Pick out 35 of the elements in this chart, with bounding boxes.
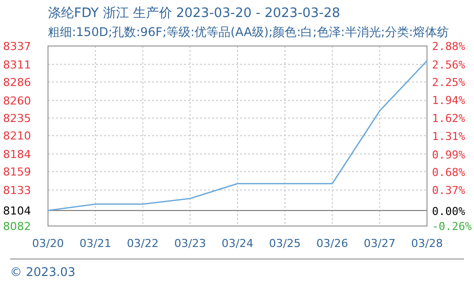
x-tick-label: 03/25 bbox=[269, 237, 301, 250]
x-tick-label: 03/20 bbox=[32, 237, 64, 250]
text: © 2023.03 bbox=[10, 265, 76, 279]
y-tick-label: 8235 bbox=[3, 112, 31, 125]
y-tick-label: 8337 bbox=[3, 40, 31, 53]
x-tick-label: 03/23 bbox=[174, 237, 206, 250]
y2-tick-label: 2.56% bbox=[432, 58, 466, 72]
x-tick-label: 03/24 bbox=[222, 237, 254, 250]
y2-tick-label: 0.37% bbox=[432, 184, 466, 197]
y-tick-label: 8260 bbox=[3, 94, 31, 108]
y2-tick-label: -0.26% bbox=[432, 220, 472, 233]
y-tick-label: 8159 bbox=[3, 166, 31, 179]
y2-tick-label: 1.31% bbox=[432, 130, 466, 143]
x-tick-label: 03/27 bbox=[364, 237, 396, 250]
x-tick-label: 03/22 bbox=[126, 237, 159, 250]
y-tick-label: 8133 bbox=[3, 184, 31, 197]
y-tick-label: 8082 bbox=[3, 220, 31, 233]
y-tick-label: 8184 bbox=[3, 148, 31, 161]
y2-tick-label: 2.25% bbox=[432, 76, 466, 90]
y-tick-label: 8104 bbox=[3, 204, 31, 218]
y-tick-label: 8286 bbox=[3, 76, 31, 89]
x-tick-label: 03/26 bbox=[316, 237, 348, 250]
x-tick-label: 03/28 bbox=[411, 237, 443, 250]
y2-tick-label: 2.88% bbox=[432, 40, 466, 53]
line-series bbox=[47, 60, 428, 212]
y-tick-label: 8210 bbox=[3, 130, 31, 143]
chart-title: 涤纶FDY 浙江 生产价 2023-03-20 - 2023-03-28 bbox=[48, 6, 340, 21]
y-tick-label: 8311 bbox=[3, 58, 31, 72]
y2-tick-label: 1.94% bbox=[432, 94, 466, 107]
y2-tick-label: 0.00% bbox=[432, 205, 466, 218]
y2-tick-label: 0.68% bbox=[432, 166, 466, 180]
x-tick-label: 03/21 bbox=[80, 237, 112, 250]
y2-tick-label: 1.62% bbox=[432, 112, 466, 126]
chart-subtitle: 粗细:150D;孔数:96F;等级:优等品(AA级);颜色:白;色泽:半消光;分类:熔体纺 bbox=[48, 25, 449, 39]
y2-tick-label: 0.99% bbox=[432, 148, 466, 162]
